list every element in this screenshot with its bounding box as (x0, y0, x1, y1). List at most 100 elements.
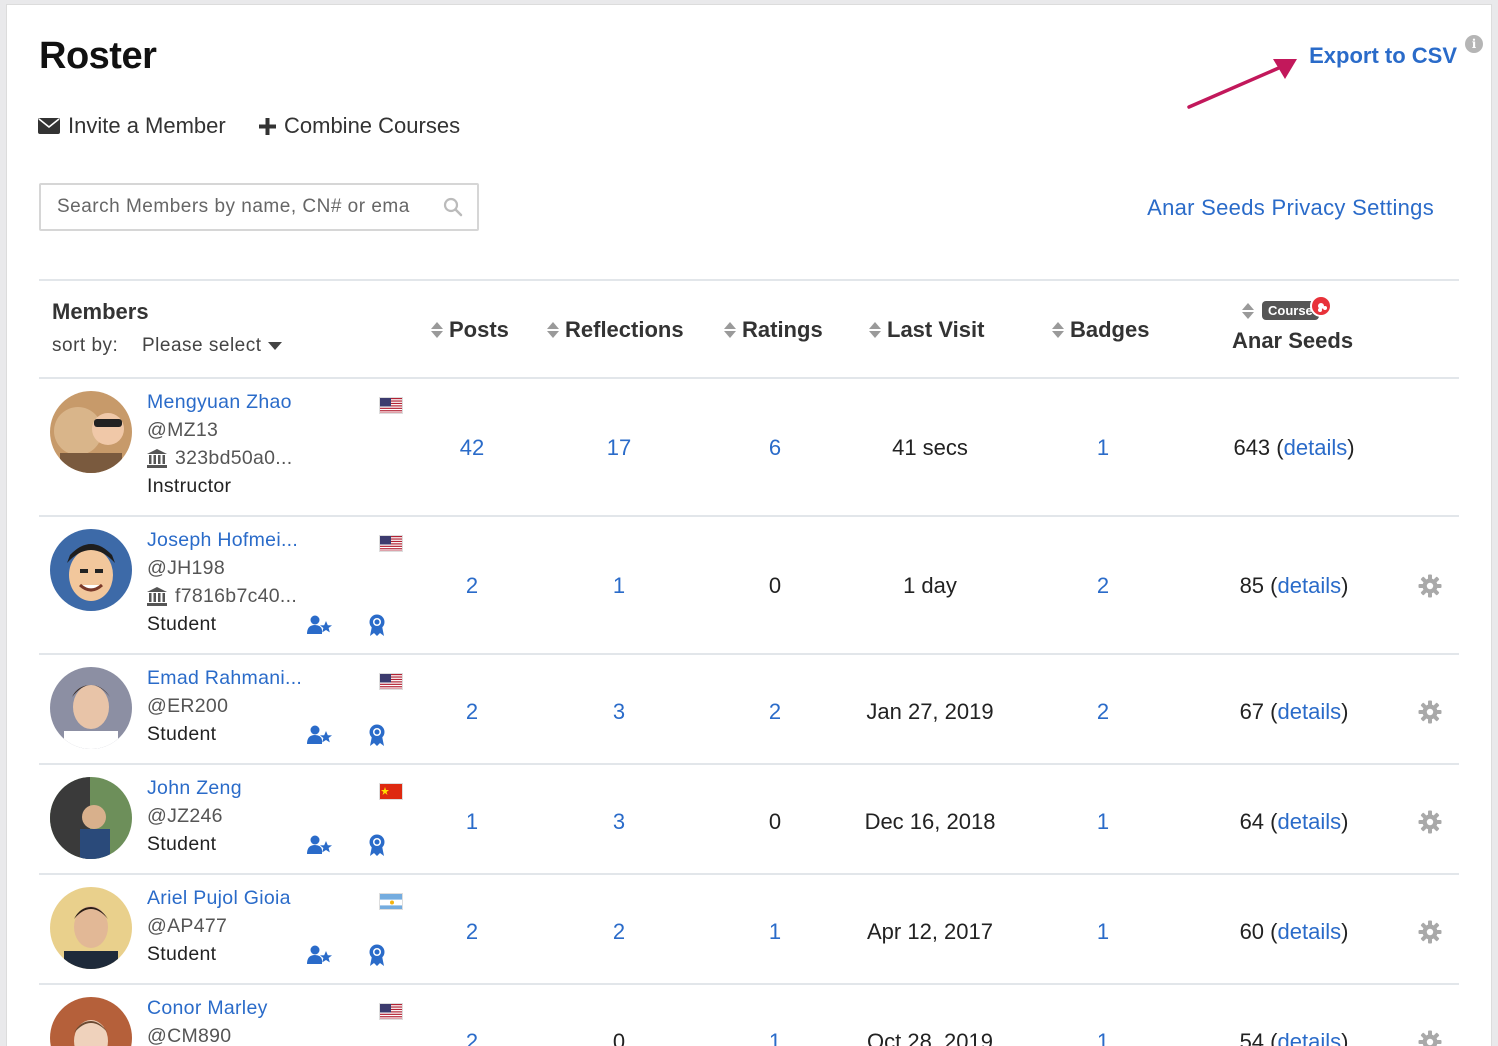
privacy-settings-link[interactable]: Anar Seeds Privacy Settings (1147, 195, 1434, 220)
member-name-link[interactable]: Emad Rahmani... (147, 667, 303, 689)
combine-courses-link[interactable]: Combine Courses (259, 113, 460, 139)
cell-badges[interactable]: 2 (1096, 699, 1110, 724)
cell-posts[interactable]: 2 (465, 699, 479, 724)
pomegranate-icon (1309, 295, 1332, 317)
member-role: Student (147, 833, 217, 855)
column-header-ratings[interactable]: Ratings (724, 317, 823, 343)
cell-badges[interactable]: 1 (1096, 435, 1110, 460)
cell-ratings[interactable]: 6 (768, 435, 782, 460)
column-header-last-visit[interactable]: Last Visit (869, 317, 984, 343)
user-star-icon[interactable] (307, 615, 333, 635)
user-star-icon[interactable] (307, 725, 333, 745)
search-icon[interactable] (443, 197, 463, 217)
seeds-count: 60 (1239, 919, 1265, 944)
bank-icon (147, 449, 167, 468)
cell-badges[interactable]: 1 (1096, 1029, 1110, 1046)
avatar[interactable] (50, 529, 132, 611)
sort-icon (1242, 302, 1254, 319)
column-header-anar-seeds-label: Anar Seeds (1232, 328, 1354, 353)
gear-icon[interactable] (1418, 1030, 1442, 1046)
cell-ratings[interactable]: 1 (768, 919, 782, 944)
user-star-icon[interactable] (307, 945, 333, 965)
avatar[interactable] (50, 391, 132, 473)
ribbon-icon[interactable] (368, 834, 386, 856)
cell-badges[interactable]: 2 (1096, 573, 1110, 598)
member-name-link[interactable]: Conor Marley (147, 997, 268, 1019)
seeds-details-link[interactable]: details (1277, 699, 1342, 724)
cell-posts[interactable]: 2 (465, 1029, 479, 1046)
cell-reflections[interactable]: 1 (612, 573, 626, 598)
cell-ratings[interactable]: 2 (768, 699, 782, 724)
column-header-reflections[interactable]: Reflections (547, 317, 684, 343)
country-flag-icon (379, 535, 403, 552)
cell-last-visit: 41 secs (892, 435, 968, 460)
cell-reflections[interactable]: 3 (612, 809, 626, 834)
gear-icon[interactable] (1418, 920, 1442, 944)
combine-courses-label: Combine Courses (284, 113, 461, 138)
invite-member-link[interactable]: Invite a Member (38, 113, 226, 139)
institution-id: f7816b7c40... (147, 585, 297, 608)
cell-anar-seeds: 54 (details) (1240, 1029, 1349, 1046)
table-row: John Zeng @JZ246 Student 1 3 0 Dec 16, 2018 1 64… (39, 765, 1459, 875)
column-header-badges-label: Badges (1070, 317, 1150, 342)
cell-reflections[interactable]: 17 (606, 435, 632, 460)
member-name-link[interactable]: John Zeng (147, 777, 242, 799)
table-header: Members sort by: Please select Posts Ref… (39, 281, 1459, 379)
cell-posts[interactable]: 2 (465, 919, 479, 944)
gear-icon[interactable] (1418, 810, 1442, 834)
cell-badges[interactable]: 1 (1096, 919, 1110, 944)
member-name-link[interactable]: Ariel Pujol Gioia (147, 887, 291, 909)
member-name-link[interactable]: Joseph Hofmei... (147, 529, 299, 551)
invite-member-label: Invite a Member (68, 113, 226, 138)
cell-last-visit: Oct 28, 2019 (867, 1029, 993, 1046)
member-handle: @JZ246 (147, 805, 223, 827)
column-header-anar-seeds[interactable]: Course Anar Seeds (1232, 295, 1362, 354)
avatar[interactable] (50, 997, 132, 1046)
table-row: Emad Rahmani... @ER200 Student 2 3 2 Jan 27, 2… (39, 655, 1459, 765)
institution-id: 323bd50a0... (147, 447, 292, 470)
ribbon-icon[interactable] (368, 724, 386, 746)
seeds-count: 643 (1233, 435, 1271, 460)
cell-posts[interactable]: 42 (459, 435, 485, 460)
seeds-details-link[interactable]: details (1277, 1029, 1342, 1046)
avatar[interactable] (50, 667, 132, 749)
seeds-details-link[interactable]: details (1283, 435, 1348, 460)
cell-ratings[interactable]: 1 (768, 1029, 782, 1046)
cell-ratings: 0 (768, 809, 782, 834)
member-handle: @CM890 (147, 1025, 232, 1046)
member-role: Student (147, 613, 217, 635)
seeds-details-link[interactable]: details (1277, 809, 1342, 834)
cell-reflections[interactable]: 2 (612, 919, 626, 944)
info-icon[interactable]: i (1465, 35, 1483, 53)
column-header-posts[interactable]: Posts (431, 317, 509, 343)
roster-table: Members sort by: Please select Posts Ref… (39, 279, 1459, 1046)
user-star-icon[interactable] (307, 835, 333, 855)
cell-posts[interactable]: 1 (465, 809, 479, 834)
cell-last-visit: Dec 16, 2018 (864, 809, 996, 834)
member-role: Student (147, 943, 217, 965)
gear-icon[interactable] (1418, 700, 1442, 724)
search-input[interactable] (57, 196, 443, 218)
member-handle: @ER200 (147, 695, 229, 717)
cell-badges[interactable]: 1 (1096, 809, 1110, 834)
column-header-badges[interactable]: Badges (1052, 317, 1149, 343)
page-title: Roster (39, 35, 157, 77)
cell-anar-seeds: 60 (details) (1239, 919, 1349, 944)
seeds-details-link[interactable]: details (1277, 919, 1342, 944)
ribbon-icon[interactable] (368, 614, 386, 636)
cell-reflections[interactable]: 3 (612, 699, 626, 724)
sort-select[interactable]: Please select (142, 335, 282, 357)
cell-posts[interactable]: 2 (465, 573, 479, 598)
member-handle: @AP477 (147, 915, 228, 937)
avatar[interactable] (50, 887, 132, 969)
ribbon-icon[interactable] (368, 944, 386, 966)
column-header-last-visit-label: Last Visit (887, 317, 985, 342)
avatar[interactable] (50, 777, 132, 859)
sort-icon (431, 322, 443, 338)
export-csv-link[interactable]: Export to CSV (1309, 43, 1457, 68)
member-name-link[interactable]: Mengyuan Zhao (147, 391, 292, 413)
cell-ratings: 0 (768, 573, 782, 598)
gear-icon[interactable] (1418, 574, 1442, 598)
seeds-details-link[interactable]: details (1277, 573, 1342, 598)
cell-anar-seeds: 643 (details) (1233, 435, 1355, 460)
